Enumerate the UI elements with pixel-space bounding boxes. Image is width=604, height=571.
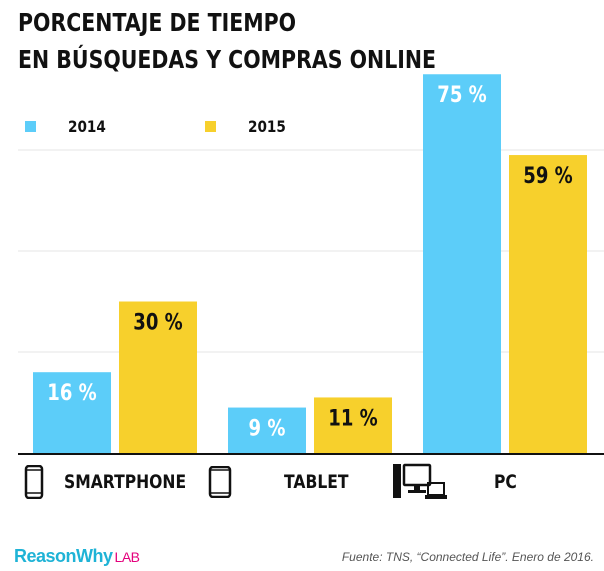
bar-2015-pc [509, 155, 587, 454]
legend-label-2014: 2014 [68, 116, 106, 136]
category-label-smartphone: SMARTPHONE [64, 471, 187, 493]
brand-lab: LAB [114, 549, 140, 565]
category-label-tablet: TABLET [284, 471, 349, 493]
bar-2014-tablet [228, 407, 306, 453]
data-label-2015-pc: 59 % [523, 162, 572, 188]
category-tablet: TABLET [208, 462, 363, 502]
bar-2015-smartphone [119, 301, 197, 453]
title-line-1: PORCENTAJE DE TIEMPO [18, 8, 297, 37]
source-note: Fuente: TNS, “Connected Life”. Enero de … [341, 550, 594, 564]
smartphone-icon [24, 465, 44, 499]
bar-2015-tablet [314, 397, 392, 453]
category-smartphone: SMARTPHONE [24, 462, 213, 502]
category-pc: PC [392, 462, 522, 502]
data-label-2014-pc: 75 % [437, 81, 486, 107]
data-label-2015-smartphone: 30 % [133, 309, 182, 335]
category-label-pc: PC [494, 471, 517, 493]
bar-2014-pc [423, 74, 501, 453]
data-label-2014-tablet: 9 % [249, 415, 286, 441]
brand-logo: ReasonWhy LAB [14, 546, 140, 567]
chart-title: PORCENTAJE DE TIEMPO EN BÚSQUEDAS Y COMP… [18, 4, 436, 78]
legend-label-2015: 2015 [248, 116, 286, 136]
desktop-laptop-icon [393, 463, 447, 499]
legend-swatch-2014 [25, 120, 36, 132]
data-label-2015-tablet: 11 % [328, 405, 377, 431]
brand-name: ReasonWhy [14, 546, 113, 566]
legend-item-2014: 2014 [25, 116, 113, 136]
legend-item-2015: 2015 [205, 116, 293, 136]
title-line-2: EN BÚSQUEDAS Y COMPRAS ONLINE [18, 45, 437, 74]
legend-swatch-2015 [205, 120, 216, 132]
data-label-2014-smartphone: 16 % [47, 379, 96, 405]
bar-2014-smartphone [33, 372, 111, 453]
tablet-icon [208, 466, 232, 498]
